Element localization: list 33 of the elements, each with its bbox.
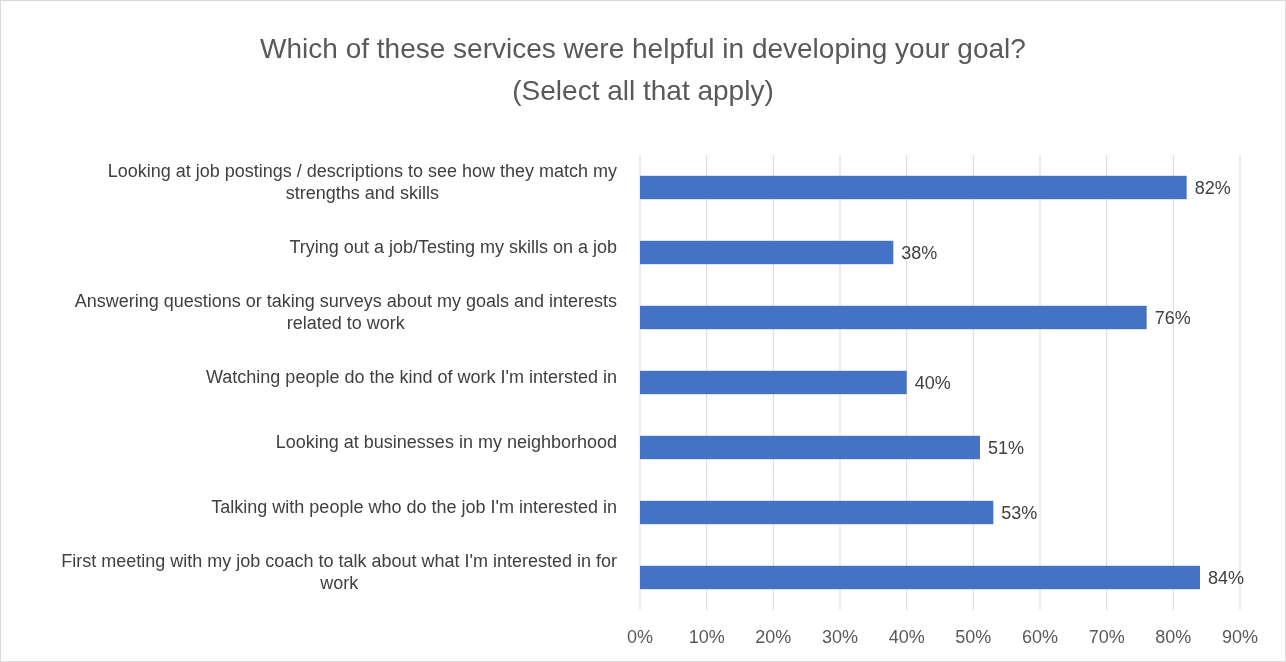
x-tick-label: 50% xyxy=(955,627,992,647)
y-tick-label: Looking at job postings / descriptions to see how they match my strengths and skills xyxy=(107,160,617,203)
data-label: 82% xyxy=(1194,177,1231,198)
y-tick-label: First meeting with my job coach to talk about what I'm interested in for work xyxy=(61,550,617,593)
bar xyxy=(640,435,980,460)
bar xyxy=(640,240,894,265)
data-label: 38% xyxy=(901,242,938,263)
data-label: 53% xyxy=(1001,502,1038,523)
x-tick-label: 40% xyxy=(888,627,925,647)
x-tick-label: 60% xyxy=(1021,627,1059,647)
data-label: 76% xyxy=(1154,307,1191,328)
chart-subtitle: (Select all that apply) xyxy=(512,75,774,106)
bar xyxy=(640,565,1200,590)
chart-title: Which of these services were helpful in developing your goal? xyxy=(260,33,1026,64)
data-label: 40% xyxy=(914,372,951,393)
y-tick-label: Watching people do the kind of work I'm intersted in xyxy=(206,366,617,387)
x-tick-label: 80% xyxy=(1155,627,1192,647)
x-tick-label: 0% xyxy=(626,627,654,647)
bar xyxy=(640,305,1147,330)
x-tick-label: 90% xyxy=(1221,627,1259,647)
x-tick-label: 10% xyxy=(688,627,725,647)
bar xyxy=(640,370,907,395)
x-tick-label: 20% xyxy=(755,627,792,647)
bar xyxy=(640,500,994,525)
x-tick-label: 70% xyxy=(1088,627,1125,647)
x-tick-label: 30% xyxy=(821,627,859,647)
bar xyxy=(640,175,1187,200)
y-tick-label: Talking with people who do the job I'm interested in xyxy=(211,496,617,517)
data-label: 84% xyxy=(1208,567,1245,588)
y-tick-label: Answering questions or taking surveys about my goals and interests related to work xyxy=(74,290,617,333)
y-tick-label: Looking at businesses in my neighborhood xyxy=(275,431,617,452)
y-tick-label: Trying out a job/Testing my skills on a job xyxy=(289,236,617,257)
data-label: 51% xyxy=(988,437,1025,458)
